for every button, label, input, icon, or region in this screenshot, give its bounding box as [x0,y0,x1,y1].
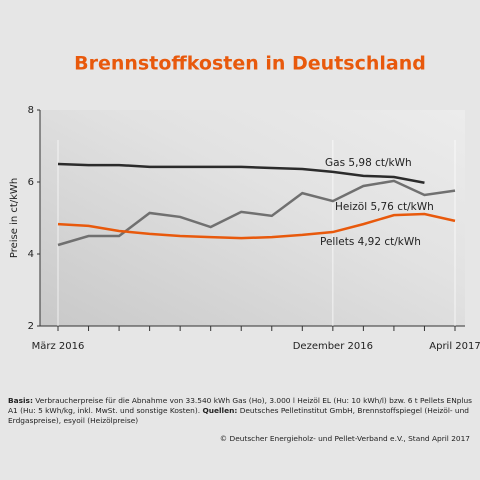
legend-entry: Gas [325,157,345,169]
data-label: 4,92 ct/kWh [358,236,421,248]
series-label: Gas 5,98 ct/kWh [325,157,412,169]
note-label: Quellen: [202,406,238,415]
legend-entry: Pellets [320,236,354,248]
y-tick-label: 8 [28,105,34,116]
chart: Brennstoffkosten in Deutschland Preise i… [9,53,480,353]
chart-title: Brennstoffkosten in Deutschland [74,53,426,75]
copyright: © Deutscher Energieholz- und Pellet-Verb… [219,434,470,443]
x-tick-label: Dezember 2016 [293,341,373,352]
note-label: Basis: [8,396,33,405]
data-label: 5,98 ct/kWh [348,157,411,169]
y-axis-label: Preise in ct/kWh [9,178,20,258]
plot-background [40,110,465,326]
x-tick-label: März 2016 [32,341,85,352]
footnote: Basis: Verbraucherpreise für die Abnahme… [8,396,474,426]
data-label: 5,76 ct/kWh [370,201,433,213]
y-tick-label: 4 [28,249,34,260]
series-line [57,212,456,240]
x-tick-label: April 2017 [429,341,480,352]
legend-entry: Heizöl [335,201,367,213]
y-tick-label: 2 [28,321,34,332]
note-text: Verbraucherpreise für die Abnahme von 33… [8,396,473,415]
series-label: Heizöl 5,76 ct/kWh [335,201,434,213]
y-tick-label: 6 [28,177,34,188]
series-label: Pellets 4,92 ct/kWh [320,236,421,248]
note-text: Deutsches Pelletinstitut GmbH, Brennstof… [8,406,469,425]
series-line [57,162,425,184]
